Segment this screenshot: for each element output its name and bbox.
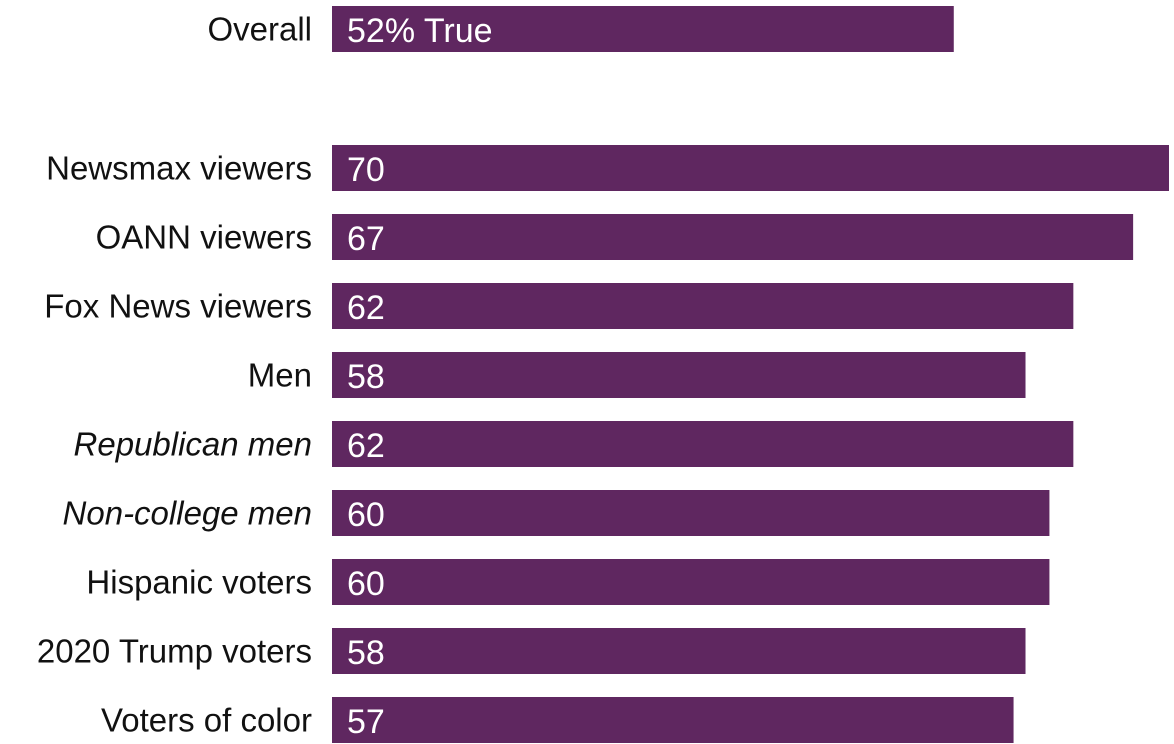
value-label-fox-news-viewers: 62 <box>347 289 385 327</box>
bar-fox-news-viewers <box>332 283 1074 329</box>
bar-hispanic-voters <box>332 559 1050 605</box>
bar-overall <box>332 6 954 52</box>
category-label-men: Men <box>248 357 312 394</box>
category-label-newsmax-viewers: Newsmax viewers <box>46 150 312 187</box>
category-label-oann-viewers: OANN viewers <box>96 219 312 256</box>
category-label-hispanic-voters: Hispanic voters <box>86 564 312 601</box>
value-label-republican-men: 62 <box>347 427 385 465</box>
value-label-2020-trump-voters: 58 <box>347 634 385 672</box>
category-label-non-college-men: Non-college men <box>63 495 312 532</box>
bars-layer <box>332 6 1169 743</box>
bar-voters-of-color <box>332 697 1014 743</box>
category-label-republican-men: Republican men <box>74 426 312 463</box>
category-label-overall: Overall <box>207 11 312 48</box>
bar-newsmax-viewers <box>332 145 1169 191</box>
bar-2020-trump-voters <box>332 628 1026 674</box>
bar-men <box>332 352 1026 398</box>
value-label-voters-of-color: 57 <box>347 703 385 741</box>
value-label-hispanic-voters: 60 <box>347 565 385 603</box>
category-label-voters-of-color: Voters of color <box>101 702 312 739</box>
category-labels-layer: Overall Newsmax viewers OANN viewers Fox Ne… <box>37 11 312 739</box>
category-label-2020-trump-voters: 2020 Trump voters <box>37 633 312 670</box>
bar-non-college-men <box>332 490 1050 536</box>
value-labels-layer: 52% True 70 67 62 58 62 60 60 58 57 <box>347 12 493 741</box>
value-label-non-college-men: 60 <box>347 496 385 534</box>
value-label-overall: 52% True <box>347 12 493 50</box>
bar-republican-men <box>332 421 1074 467</box>
category-label-fox-news-viewers: Fox News viewers <box>44 288 312 325</box>
value-label-men: 58 <box>347 358 385 396</box>
value-label-newsmax-viewers: 70 <box>347 151 385 189</box>
bar-oann-viewers <box>332 214 1134 260</box>
value-label-oann-viewers: 67 <box>347 220 385 258</box>
